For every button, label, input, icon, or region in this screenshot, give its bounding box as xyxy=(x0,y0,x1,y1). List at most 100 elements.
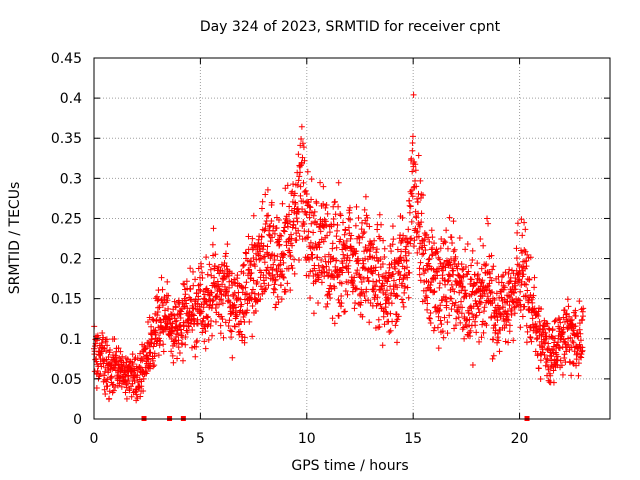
data-point xyxy=(101,386,108,393)
data-point xyxy=(180,357,187,364)
data-point xyxy=(488,277,495,284)
data-point xyxy=(285,211,292,218)
data-point xyxy=(412,161,419,168)
data-point xyxy=(212,251,219,258)
data-point xyxy=(199,274,206,281)
data-point xyxy=(141,346,148,353)
data-point xyxy=(199,269,206,276)
data-point xyxy=(331,199,338,206)
data-point xyxy=(315,262,322,269)
data-point xyxy=(377,235,384,242)
data-point xyxy=(414,195,421,202)
data-point xyxy=(466,316,473,323)
data-point xyxy=(104,383,111,390)
data-point xyxy=(193,339,200,346)
data-point xyxy=(563,310,570,317)
data-point xyxy=(204,314,211,321)
data-point xyxy=(195,286,202,293)
data-point xyxy=(364,267,371,274)
data-point xyxy=(199,329,206,336)
data-point xyxy=(338,280,345,287)
data-point xyxy=(359,219,366,226)
data-point xyxy=(226,317,233,324)
data-point xyxy=(305,234,312,241)
data-point xyxy=(469,256,476,263)
data-point xyxy=(264,186,271,193)
data-point xyxy=(429,234,436,241)
data-point xyxy=(474,260,481,267)
data-point xyxy=(191,312,198,319)
data-point xyxy=(128,393,135,400)
data-point xyxy=(280,252,287,259)
data-point xyxy=(573,356,580,363)
data-point xyxy=(358,279,365,286)
data-point xyxy=(496,310,503,317)
data-point xyxy=(160,348,167,355)
data-point xyxy=(551,335,558,342)
data-point xyxy=(134,372,141,379)
data-point xyxy=(576,326,583,333)
data-point xyxy=(545,340,552,347)
data-point xyxy=(483,261,490,268)
data-point xyxy=(456,235,463,242)
data-point xyxy=(427,320,434,327)
data-point xyxy=(331,320,338,327)
data-point xyxy=(533,323,540,330)
data-point xyxy=(383,294,390,301)
data-point xyxy=(326,291,333,298)
y-tick-label: 0 xyxy=(73,412,82,428)
data-point xyxy=(421,236,428,243)
data-point xyxy=(331,285,338,292)
data-point xyxy=(530,324,537,331)
data-point xyxy=(190,268,197,275)
data-point xyxy=(98,363,105,370)
data-point xyxy=(261,253,268,260)
data-point xyxy=(375,316,382,323)
data-point xyxy=(129,351,136,358)
data-point xyxy=(409,139,416,146)
data-point xyxy=(337,303,344,310)
data-point xyxy=(180,280,187,287)
data-point xyxy=(106,395,113,402)
y-tick-label: 0.25 xyxy=(51,211,82,227)
data-point xyxy=(387,310,394,317)
data-point xyxy=(547,372,554,379)
data-point xyxy=(296,257,303,264)
data-point xyxy=(223,288,230,295)
data-point xyxy=(428,227,435,234)
data-point xyxy=(472,322,479,329)
plot-frame xyxy=(93,57,611,420)
data-point xyxy=(408,235,415,242)
data-point xyxy=(361,206,368,213)
data-point xyxy=(354,267,361,274)
data-point xyxy=(273,225,280,232)
data-point xyxy=(295,227,302,234)
axis-ticks xyxy=(93,57,610,420)
data-point xyxy=(417,259,424,266)
data-point xyxy=(452,322,459,329)
data-point xyxy=(243,250,250,257)
data-point xyxy=(232,304,239,311)
data-point xyxy=(521,219,528,226)
data-point xyxy=(143,368,150,375)
data-point xyxy=(396,268,403,275)
data-point xyxy=(450,218,457,225)
data-point xyxy=(345,262,352,269)
data-point xyxy=(420,250,427,257)
data-point xyxy=(405,226,412,233)
data-point xyxy=(541,351,548,358)
data-point xyxy=(316,239,323,246)
data-point xyxy=(275,216,282,223)
data-point xyxy=(222,253,229,260)
data-point xyxy=(342,245,349,252)
data-point xyxy=(265,269,272,276)
data-point xyxy=(556,345,563,352)
data-point xyxy=(183,300,190,307)
data-point xyxy=(496,348,503,355)
data-point xyxy=(415,152,422,159)
data-point xyxy=(173,317,180,324)
data-point xyxy=(437,317,444,324)
data-point xyxy=(436,306,443,313)
data-point xyxy=(159,286,166,293)
data-point xyxy=(223,288,230,295)
